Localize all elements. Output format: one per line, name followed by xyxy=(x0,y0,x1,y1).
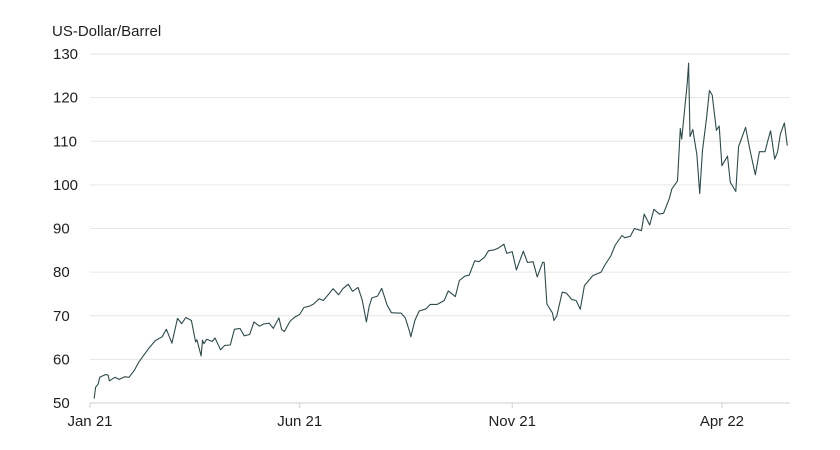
y-axis-label: US-Dollar/Barrel xyxy=(52,23,161,40)
x-axis-ticks: Jan 21 Jun 21 Nov 21 Apr 22 xyxy=(67,403,744,430)
y-tick-label: 110 xyxy=(53,133,77,150)
grid xyxy=(90,53,790,404)
y-tick-label: 60 xyxy=(53,351,70,368)
y-tick-label: 120 xyxy=(53,90,78,107)
y-tick-label: 90 xyxy=(53,221,70,238)
y-tick-label: 80 xyxy=(53,264,70,281)
y-tick-label: 100 xyxy=(53,177,78,194)
series-layer xyxy=(93,62,788,399)
price-series-line xyxy=(93,62,788,399)
x-tick-label: Jan 21 xyxy=(67,413,112,430)
y-axis-ticks: 50 60 70 80 90 100 110 120 130 xyxy=(53,46,78,412)
y-tick-label: 130 xyxy=(53,46,78,63)
x-tick-label: Apr 22 xyxy=(700,413,744,430)
y-tick-label: 70 xyxy=(53,308,70,325)
x-tick-label: Nov 21 xyxy=(488,413,536,430)
y-tick-label: 50 xyxy=(53,395,70,412)
x-tick-label: Jun 21 xyxy=(277,413,322,430)
